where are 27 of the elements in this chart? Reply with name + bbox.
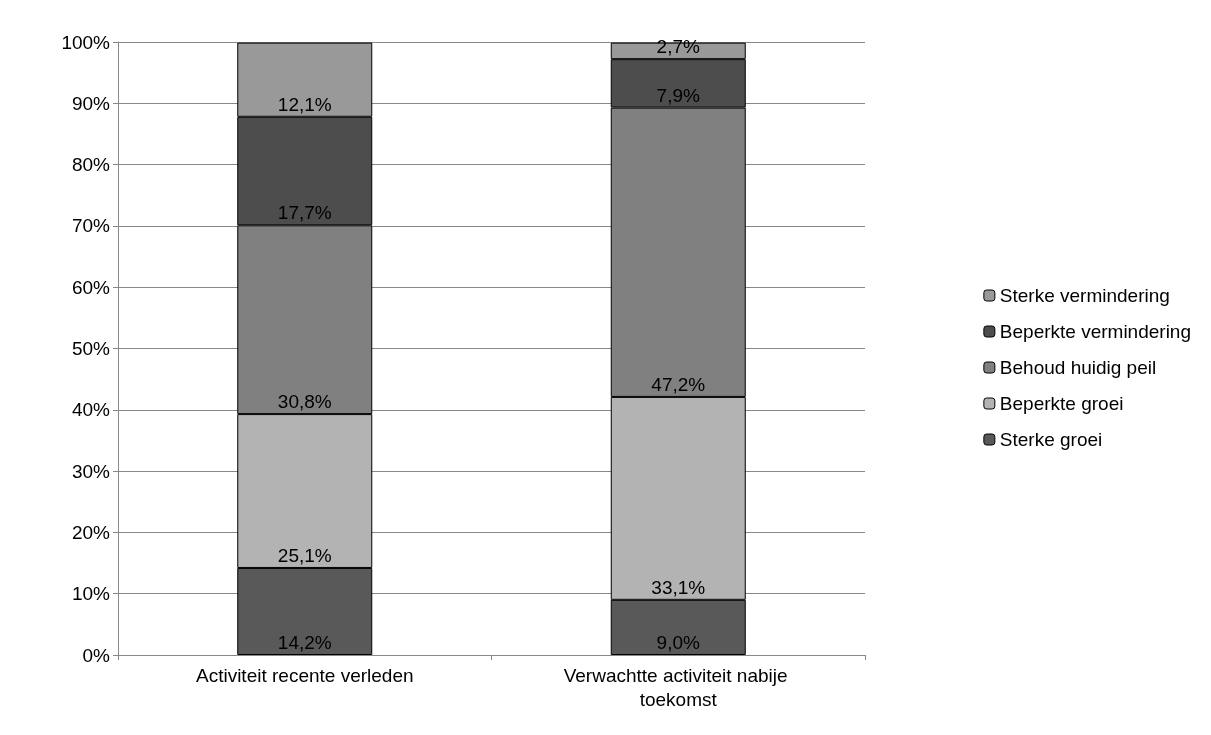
legend-label: Beperkte vermindering (999, 321, 1192, 342)
y-tick-label: 70% (71, 215, 111, 237)
x-tick-label: Verwachtte activiteit nabije toekomst (563, 664, 793, 710)
y-tick-label: 30% (71, 460, 111, 482)
y-tick-label: 20% (71, 521, 111, 543)
y-tick-label: 100% (61, 31, 111, 53)
y-tick-label: 40% (71, 399, 111, 421)
data-label: 25,1% (277, 544, 332, 566)
data-label: 14,2% (277, 632, 332, 653)
legend-label: Beperkte groei (999, 393, 1124, 414)
y-tick-label: 90% (71, 92, 111, 114)
legend-label: Sterke groei (999, 429, 1103, 450)
data-label: 9,0% (656, 632, 701, 653)
data-label: 30,8% (277, 391, 332, 413)
y-tick-label: 50% (71, 338, 111, 359)
data-label: 12,1% (277, 93, 332, 115)
data-label: 47,2% (651, 373, 706, 395)
y-tick-label: 0% (82, 644, 111, 666)
y-tick-label: 10% (71, 583, 111, 605)
y-tick-label: 80% (71, 154, 111, 176)
data-label: 7,9% (656, 84, 701, 106)
y-tick-label: 60% (71, 276, 111, 298)
data-label: 17,7% (277, 202, 332, 224)
legend-label: Behoud huidig peil (999, 357, 1157, 378)
data-label: 33,1% (651, 576, 706, 598)
x-tick-label: Activiteit recente verleden (195, 664, 414, 686)
legend-label: Sterke vermindering (999, 285, 1170, 306)
